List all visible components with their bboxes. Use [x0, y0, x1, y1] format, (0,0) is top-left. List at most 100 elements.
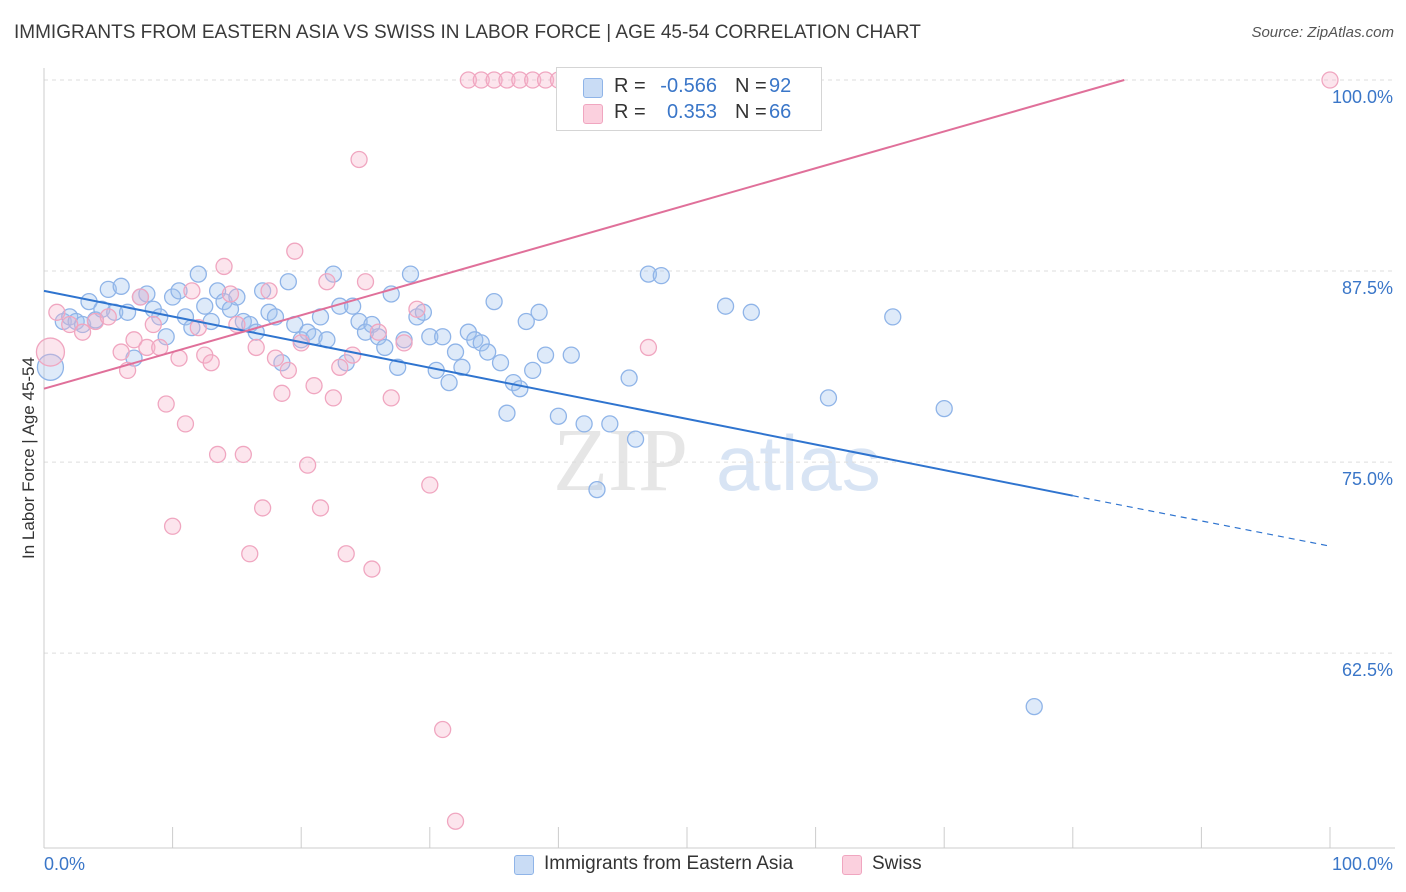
point-swiss	[247, 338, 265, 357]
point-eastern-asia	[588, 480, 606, 499]
point-swiss	[279, 361, 297, 380]
point-eastern-asia	[157, 328, 175, 346]
y-tick-label: 62.5%	[1342, 660, 1393, 680]
point-eastern-asia	[208, 282, 227, 300]
point-swiss	[131, 288, 150, 306]
point-swiss	[395, 334, 413, 352]
point-eastern-asia	[112, 277, 130, 295]
point-swiss	[86, 312, 105, 331]
point-eastern-asia	[524, 361, 542, 380]
point-swiss	[241, 545, 259, 563]
watermark-zip: ZIP	[553, 411, 688, 510]
point-swiss	[99, 308, 117, 326]
point-eastern-asia	[253, 282, 272, 300]
point-eastern-asia	[491, 354, 510, 372]
point-swiss	[73, 323, 92, 341]
x-tick-label: 100.0%	[1332, 854, 1393, 874]
series-swatch-blue	[514, 855, 534, 875]
point-swiss	[318, 273, 336, 291]
point-swiss	[221, 285, 240, 303]
legend-row-eastern-asia: R = -0.566 N = 92	[557, 74, 821, 100]
point-swiss	[305, 377, 323, 395]
y-axis-label: In Labor Force | Age 45-54	[19, 357, 38, 559]
point-eastern-asia	[652, 266, 670, 285]
legend-n-label: N =	[735, 101, 767, 123]
point-eastern-asia	[163, 288, 182, 306]
point-eastern-asia	[472, 334, 490, 352]
point-eastern-asia	[99, 280, 117, 299]
trend-lines	[43, 79, 1331, 547]
trend-swiss	[43, 79, 1125, 390]
legend-r-label: R =	[614, 101, 646, 123]
point-swiss	[48, 303, 66, 321]
point-eastern-asia	[479, 343, 497, 361]
trend-eastern-asia-projection	[1072, 495, 1331, 547]
y-tick-label: 75.0%	[1342, 469, 1393, 489]
point-swiss	[350, 150, 368, 169]
point-eastern-asia	[388, 358, 407, 376]
point-swiss	[369, 323, 388, 341]
point-swiss	[511, 71, 529, 89]
point-eastern-asia	[1025, 697, 1043, 716]
point-eastern-asia	[485, 292, 503, 311]
point-eastern-asia	[549, 407, 568, 425]
series-swatch-pink	[842, 855, 862, 875]
point-swiss	[343, 346, 362, 364]
point-swiss	[356, 273, 375, 291]
legend-n-value: 66	[769, 101, 792, 123]
point-eastern-asia	[517, 312, 535, 331]
point-eastern-asia	[575, 415, 593, 433]
correlation-legend: R = -0.566 N = 92 R = 0.353 N = 66	[556, 67, 822, 131]
point-eastern-asia	[279, 273, 297, 291]
series-label: Swiss	[872, 853, 922, 874]
point-swiss	[298, 456, 317, 474]
point-swiss	[382, 389, 400, 407]
y-tick-label: 100.0%	[1332, 87, 1393, 107]
point-swiss	[176, 415, 195, 433]
trend-eastern-asia	[43, 289, 1073, 497]
point-eastern-asia	[440, 373, 458, 392]
point-swiss	[260, 282, 278, 300]
chart-source: Source: ZipAtlas.com	[1251, 24, 1394, 41]
point-swiss	[144, 315, 162, 334]
point-swiss	[273, 384, 291, 402]
point-swiss	[459, 71, 478, 89]
point-eastern-asia	[446, 343, 465, 361]
point-eastern-asia	[369, 328, 388, 346]
series-legend: Immigrants from Eastern Asia Swiss	[0, 852, 1406, 878]
point-swiss	[125, 331, 143, 349]
point-swiss	[183, 282, 201, 300]
point-eastern-asia	[453, 358, 471, 376]
point-swiss	[215, 257, 233, 276]
point-eastern-asia	[562, 346, 580, 364]
point-eastern-asia	[434, 328, 452, 346]
legend-n-value: 92	[769, 75, 792, 97]
point-swiss	[434, 720, 452, 739]
point-swiss	[163, 517, 182, 535]
point-swiss	[234, 445, 252, 464]
legend-r-value: -0.566	[660, 75, 717, 97]
y-tick-label: 87.5%	[1342, 278, 1393, 298]
tick-labels: 100.0% 87.5% 75.0% 62.5% 0.0% 100.0% In Labor …	[19, 87, 1393, 874]
series-label: Immigrants from Eastern Asia	[544, 853, 794, 874]
point-swiss	[498, 71, 516, 89]
point-swiss	[337, 545, 355, 563]
point-eastern-asia	[742, 303, 760, 321]
x-tick-label: 0.0%	[44, 854, 85, 874]
legend-n-label: N =	[735, 75, 767, 97]
point-eastern-asia	[189, 265, 207, 283]
point-eastern-asia	[376, 338, 394, 357]
point-swiss	[157, 395, 175, 413]
point-eastern-asia	[196, 297, 214, 315]
legend-row-swiss: R = 0.353 N = 66	[557, 100, 821, 126]
point-swiss	[363, 560, 381, 578]
point-swiss	[112, 343, 130, 361]
point-swiss	[472, 71, 490, 89]
point-swiss	[1321, 71, 1339, 89]
legend-r-label: R =	[614, 75, 646, 97]
watermark-atlas: atlas	[716, 419, 881, 507]
point-swiss	[61, 315, 79, 334]
point-swiss	[202, 354, 220, 372]
points	[35, 71, 1339, 830]
legend-swatch-blue	[583, 78, 603, 98]
